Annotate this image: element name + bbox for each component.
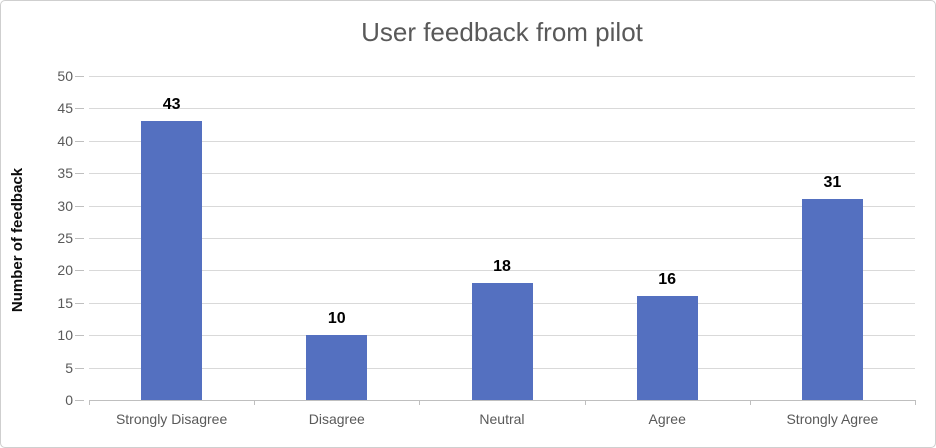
x-axis-category-label: Strongly Agree bbox=[786, 411, 879, 427]
y-axis-tick-label: 45 bbox=[57, 100, 73, 117]
y-axis-tick-mark bbox=[75, 238, 84, 239]
x-axis-tick-mark bbox=[254, 400, 256, 405]
y-axis-tick-mark bbox=[75, 140, 84, 142]
bar-value-label: 10 bbox=[327, 310, 346, 328]
bar-value-label: 31 bbox=[823, 174, 842, 192]
chart-title: User feedback from pilot bbox=[361, 17, 643, 47]
bar bbox=[306, 335, 368, 400]
bar-value-label: 18 bbox=[493, 258, 511, 276]
y-axis-tick-label: 5 bbox=[65, 359, 73, 376]
gridline bbox=[89, 238, 915, 239]
y-axis-tick-label: 30 bbox=[57, 197, 73, 214]
gridline bbox=[89, 173, 915, 175]
x-axis-tick-mark bbox=[419, 400, 421, 405]
y-axis-tick-mark bbox=[75, 302, 84, 304]
gridline bbox=[89, 270, 915, 272]
x-axis-category-label: Disagree bbox=[308, 411, 365, 427]
x-axis-tick-mark bbox=[749, 400, 751, 405]
y-axis-tick-label: 0 bbox=[65, 392, 73, 408]
gridline bbox=[89, 205, 915, 207]
y-axis-tick-label: 10 bbox=[57, 327, 73, 344]
y-axis-tick-label: 20 bbox=[57, 262, 73, 279]
y-axis-tick-mark bbox=[75, 108, 84, 110]
bar bbox=[636, 296, 698, 400]
x-axis-category-label: Strongly Disagree bbox=[115, 411, 228, 427]
gridline bbox=[89, 140, 915, 142]
gridline bbox=[89, 108, 915, 110]
y-axis-tick-label: 50 bbox=[57, 68, 73, 84]
x-axis-tick-mark bbox=[584, 400, 586, 405]
y-axis-tick-label: 15 bbox=[57, 294, 73, 311]
y-axis-tick-mark bbox=[75, 270, 84, 272]
y-axis-tick-label: 40 bbox=[57, 132, 73, 149]
y-axis-tick-mark bbox=[75, 367, 84, 369]
y-axis-title: Number of feedback bbox=[9, 167, 26, 313]
bar bbox=[801, 199, 863, 400]
bar bbox=[471, 283, 533, 400]
y-axis-tick-label: 25 bbox=[57, 230, 73, 246]
bar-value-label: 43 bbox=[162, 96, 181, 114]
x-axis-category-label: Agree bbox=[648, 411, 686, 427]
y-axis-tick-label: 35 bbox=[57, 165, 73, 182]
plot-area: 43 10 18 16 31 bbox=[89, 76, 915, 401]
y-axis-tick-mark bbox=[75, 400, 84, 401]
bar bbox=[141, 121, 203, 400]
x-axis-category-label: Neutral bbox=[479, 411, 525, 427]
y-axis-tick-mark bbox=[75, 173, 84, 175]
x-axis-line bbox=[89, 400, 915, 401]
x-axis-tick-mark bbox=[89, 400, 90, 405]
y-axis-tick-mark bbox=[75, 335, 84, 337]
x-axis-tick-mark bbox=[915, 400, 916, 405]
bar-value-label: 16 bbox=[658, 271, 677, 289]
y-axis-tick-mark bbox=[75, 76, 84, 77]
y-axis-tick-mark bbox=[75, 205, 84, 207]
gridline bbox=[89, 76, 915, 77]
